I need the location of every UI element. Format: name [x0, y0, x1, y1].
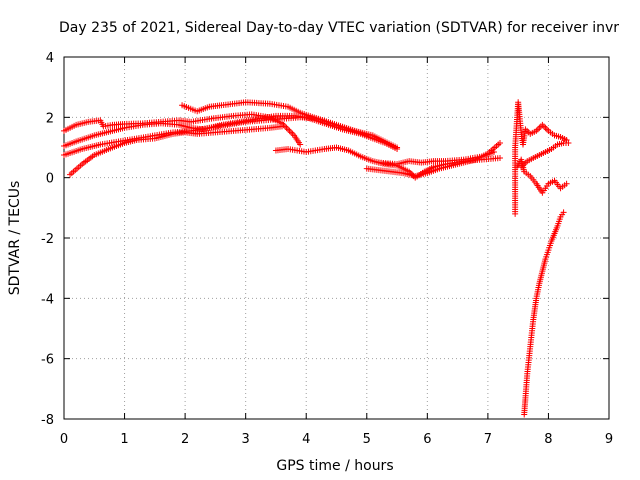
- series-track-h: [375, 149, 497, 168]
- series-track-j: [513, 156, 570, 196]
- x-tick-label: 8: [544, 432, 552, 447]
- x-axis-label: GPS time / hours: [276, 458, 393, 474]
- data-point: [560, 209, 567, 216]
- y-tick-label: 2: [46, 111, 54, 126]
- series-track-l: [521, 209, 567, 418]
- series-track-k: [518, 139, 572, 171]
- y-tick-label: 0: [46, 172, 54, 187]
- x-tick-label: 2: [181, 432, 189, 447]
- x-tick-label: 3: [242, 432, 250, 447]
- series-track-e: [179, 99, 370, 139]
- y-tick-label: -8: [41, 413, 54, 428]
- y-tick-label: -2: [41, 232, 54, 247]
- data-point: [394, 144, 401, 151]
- data-point: [497, 139, 503, 146]
- x-tick-label: 6: [423, 432, 431, 447]
- x-tick-label: 9: [605, 432, 613, 447]
- x-tick-label: 7: [484, 432, 492, 447]
- data-point: [563, 136, 570, 143]
- data-point: [363, 132, 370, 139]
- data-point: [565, 139, 572, 146]
- x-tick-label: 4: [302, 432, 310, 447]
- data-points: [61, 99, 572, 418]
- data-point: [297, 141, 304, 148]
- y-tick-label: 4: [46, 51, 54, 66]
- x-tick-label: 1: [120, 432, 128, 447]
- data-point: [497, 155, 503, 162]
- chart-title: Day 235 of 2021, Sidereal Day-to-day VTE…: [59, 20, 619, 36]
- y-axis-ticks: -8 -6 -4 -2 0 2 4: [41, 51, 609, 428]
- series-track-g: [363, 139, 503, 180]
- series-track-d: [67, 123, 285, 178]
- y-tick-label: -4: [41, 292, 54, 307]
- data-point: [490, 149, 497, 156]
- x-tick-label: 0: [60, 432, 68, 447]
- y-tick-label: -6: [41, 353, 54, 368]
- y-axis-label: SDTVAR / TECUs: [7, 181, 23, 296]
- data-point: [279, 123, 285, 130]
- x-axis-ticks: 0 1 2 3 4 5 6 7 8 9: [60, 57, 613, 447]
- data-point: [563, 180, 570, 187]
- x-tick-label: 5: [363, 432, 371, 447]
- series-track-i: [512, 99, 570, 217]
